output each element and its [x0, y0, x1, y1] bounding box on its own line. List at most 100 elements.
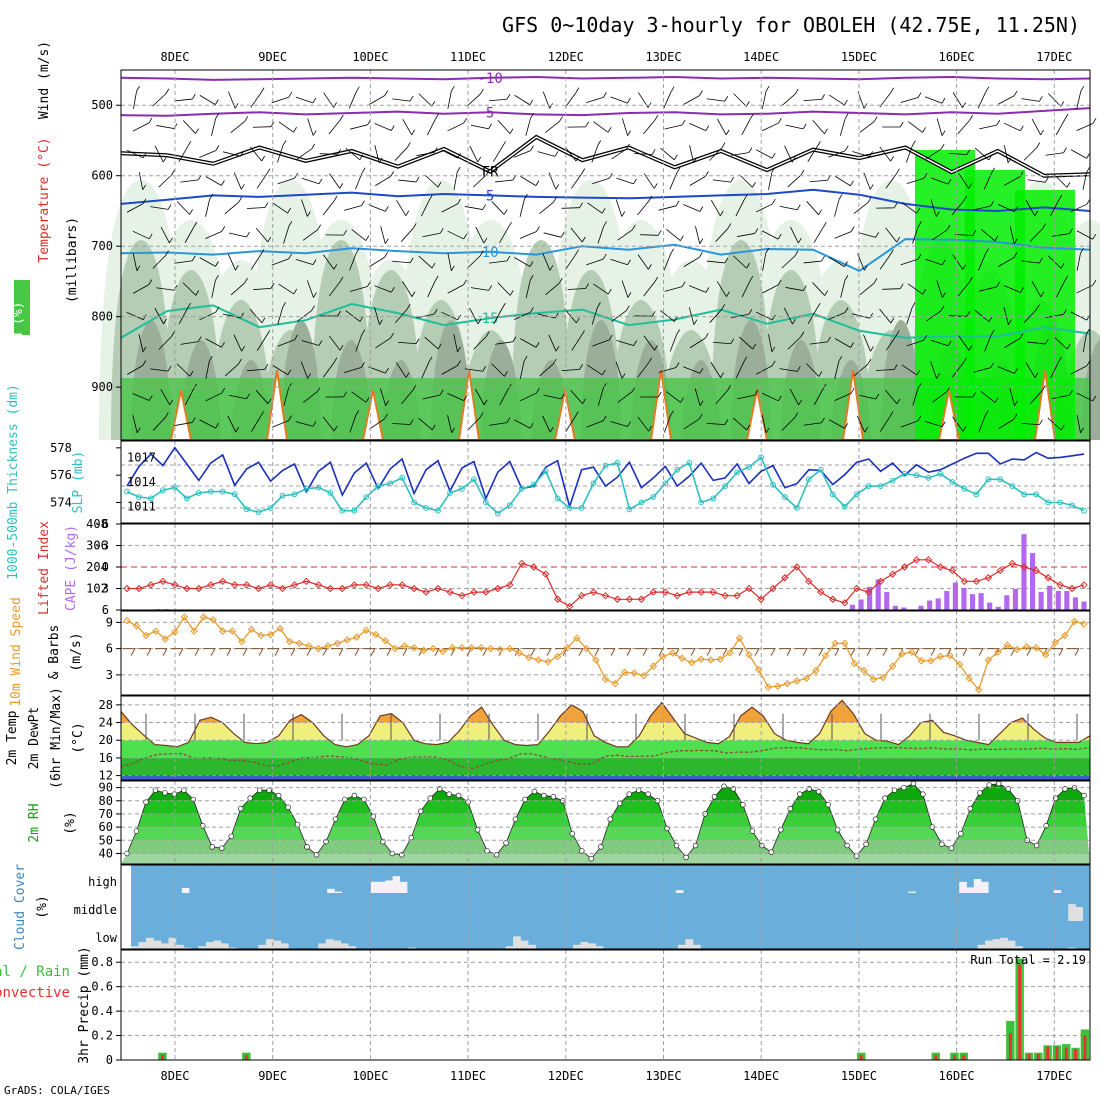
cape-bar: [1021, 534, 1026, 610]
rh-marker: [797, 792, 802, 797]
cloud-fill-bar: [959, 882, 967, 893]
surface-wind-barb: [211, 649, 215, 656]
cloud-fill-bar: [400, 882, 408, 893]
date-tick-bottom: 16DEC: [939, 1069, 975, 1083]
slp-tick: 1014: [127, 475, 156, 489]
thickness-tick: 574: [50, 496, 72, 510]
rh-marker: [456, 793, 461, 798]
cloud-fill-bar: [685, 939, 693, 949]
surface-wind-barb: [739, 649, 743, 656]
rh-marker: [1082, 793, 1087, 798]
cape-bar: [953, 583, 958, 610]
precip-convective-bar: [1037, 1054, 1040, 1060]
cape-bar: [1064, 591, 1069, 610]
surface-wind-barb: [627, 649, 631, 656]
lifted-index-axis-label: Lifted Index: [37, 521, 52, 615]
cloud-fill-bar: [1000, 938, 1008, 949]
date-tick-bottom: 8DEC: [161, 1069, 190, 1083]
cape-bar: [936, 598, 941, 610]
cloud-fill-bar: [676, 890, 684, 893]
slp-tick: 1011: [127, 500, 156, 514]
surface-wind-barb: [979, 649, 983, 656]
cloud-axis-label: Cloud Cover: [13, 864, 28, 950]
surface-wind-barb: [643, 649, 647, 656]
cloud-fill-bar: [1075, 907, 1083, 921]
rh2m-axis-label: 2m RH: [27, 803, 42, 842]
rh-marker: [617, 801, 622, 806]
cloud-fill-bar: [318, 943, 326, 949]
date-tick-top: 13DEC: [645, 50, 681, 64]
barbs-axis-label: & Barbs: [47, 625, 62, 680]
rh-marker: [788, 806, 793, 811]
minmax-axis-label: (6hr Min/Max): [49, 687, 64, 789]
cloud-fill-bar: [1008, 941, 1016, 949]
precip-convective-bar: [1074, 1049, 1077, 1060]
cloud-fill-bar: [385, 880, 393, 893]
surface-wind-barb: [259, 649, 263, 656]
cloud-fill-bar: [528, 945, 536, 949]
rh-marker: [305, 844, 310, 849]
precip-tick: 0.8: [91, 955, 113, 969]
rh-marker: [219, 846, 224, 851]
surface-wind-barb: [931, 649, 935, 656]
cloud-fill-bar: [341, 943, 349, 949]
chart-title: GFS 0~10day 3-hourly for OBOLEH (42.75E,…: [502, 13, 1080, 37]
surface-wind-barb: [851, 649, 855, 656]
cape-bar: [961, 588, 966, 610]
rh-marker: [958, 831, 963, 836]
rh-marker: [759, 843, 764, 848]
rh-marker: [542, 793, 547, 798]
rh-marker: [684, 855, 689, 860]
rh-band-fill: [121, 801, 1090, 814]
precip-convective-bar: [934, 1055, 937, 1060]
cloud-fill-bar: [138, 942, 146, 949]
date-tick-bottom: 15DEC: [841, 1069, 877, 1083]
precip-total-label: Total / Rain: [0, 964, 70, 980]
rh-marker: [428, 796, 433, 801]
rh-marker: [371, 814, 376, 819]
cloud-fill-bar: [206, 942, 214, 949]
surface-wind-barb: [595, 649, 599, 656]
temp-axis-label: 2m Temp: [5, 710, 20, 765]
rh-marker: [949, 846, 954, 851]
cloud-fill-bar: [588, 943, 596, 949]
rh-marker: [892, 788, 897, 793]
cloud-fill-bar: [333, 941, 341, 949]
surface-wind-barb: [835, 649, 839, 656]
rh-marker: [551, 794, 556, 799]
surface-wind-barb: [355, 649, 359, 656]
precip-convective-bar: [161, 1055, 164, 1060]
date-tick-top: 14DEC: [743, 50, 779, 64]
wind-speed-axis-label: 10m Wind Speed: [9, 597, 24, 707]
surface-wind-barb: [755, 649, 759, 656]
rh-marker: [579, 848, 584, 853]
rh-marker: [418, 809, 423, 814]
rh-marker: [939, 842, 944, 847]
slp-frame: [121, 441, 1090, 523]
surface-wind-barb: [531, 649, 535, 656]
wind-speed-tick: 6: [106, 642, 113, 656]
cape-bar: [979, 593, 984, 610]
rh-marker: [996, 781, 1001, 786]
rh-marker: [864, 842, 869, 847]
cloud-high-label: high: [88, 875, 117, 889]
date-tick-top: 12DEC: [548, 50, 584, 64]
cloud-fill-bar: [153, 941, 161, 949]
rh-marker: [627, 792, 632, 797]
rh-marker: [921, 792, 926, 797]
cloud-background: [131, 865, 1090, 949]
cape-bar: [1030, 553, 1035, 610]
cloud-fill-bar: [908, 892, 916, 893]
contour-label: FR: [482, 164, 499, 180]
rh-marker: [750, 829, 755, 834]
temp-unit-label: (°C): [71, 722, 86, 753]
cloud-fill-bar: [974, 879, 982, 893]
pressure-tick: 800: [91, 310, 113, 324]
cape-bar: [927, 601, 932, 610]
wind-speed-tick: 3: [106, 668, 113, 682]
rh-marker: [826, 802, 831, 807]
cloud-fill-bar: [393, 876, 401, 893]
rh-marker: [636, 788, 641, 793]
